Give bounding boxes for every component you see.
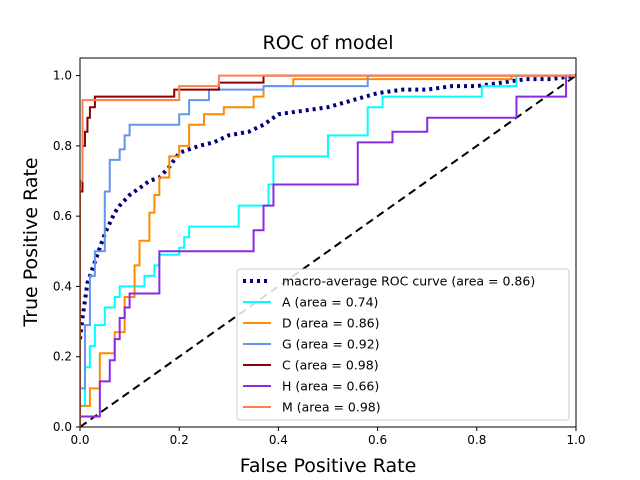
legend-label: H (area = 0.66) <box>282 379 379 394</box>
y-tick-label: 0.0 <box>53 420 72 434</box>
legend: macro-average ROC curve (area = 0.86) A (… <box>236 268 570 421</box>
legend-label: macro-average ROC curve (area = 0.86) <box>282 274 535 289</box>
y-axis-label: True Positive Rate <box>20 157 42 327</box>
legend-label: D (area = 0.86) <box>282 316 379 331</box>
series-line-macro-average <box>80 73 576 340</box>
legend-label: A (area = 0.74) <box>282 295 378 310</box>
x-tick-label: 0.8 <box>467 433 486 447</box>
chart-title: ROC of model <box>263 32 394 54</box>
legend-box <box>236 268 570 421</box>
plot-area <box>80 73 576 427</box>
legend-label: G (area = 0.92) <box>282 337 380 352</box>
legend-label: C (area = 0.98) <box>282 358 379 373</box>
series-line-m <box>80 74 576 427</box>
series-line-a <box>80 74 576 427</box>
x-axis-label: False Positive Rate <box>240 455 417 477</box>
y-tick-label: 1.0 <box>53 69 72 83</box>
plot-frame <box>79 57 577 428</box>
series-line-h <box>80 74 576 427</box>
y-axis-ticks: 0.0 0.2 0.4 0.6 0.8 1.0 <box>53 69 80 434</box>
chance-diagonal-line <box>80 74 576 427</box>
y-tick-label: 0.6 <box>53 209 72 223</box>
x-tick-label: 0.4 <box>269 433 288 447</box>
series-line-g <box>80 74 576 427</box>
y-tick-label: 0.2 <box>53 350 72 364</box>
x-tick-label: 0.0 <box>70 433 89 447</box>
x-tick-label: 1.0 <box>566 433 585 447</box>
legend-label: M (area = 0.98) <box>282 400 381 415</box>
y-tick-label: 0.4 <box>53 279 72 293</box>
x-tick-label: 0.2 <box>170 433 189 447</box>
y-tick-label: 0.8 <box>53 139 72 153</box>
x-tick-label: 0.6 <box>368 433 387 447</box>
x-axis-ticks: 0.0 0.2 0.4 0.6 0.8 1.0 <box>70 427 586 447</box>
